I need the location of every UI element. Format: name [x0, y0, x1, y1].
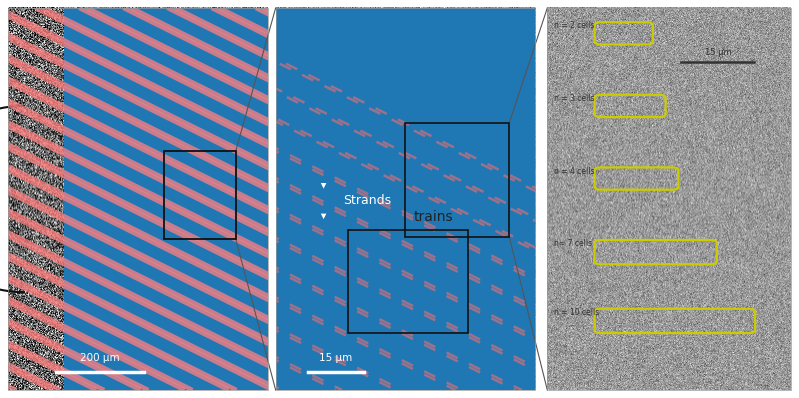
Text: 200 μm: 200 μm [80, 353, 120, 363]
Text: trains: trains [414, 210, 454, 224]
Bar [547, 8, 791, 390]
Text: 15 μm: 15 μm [705, 48, 731, 57]
Bar [164, 151, 236, 239]
Text: n = 3 cells: n = 3 cells [554, 94, 594, 103]
Bar [276, 8, 535, 390]
Text: 15 μm: 15 μm [319, 353, 352, 363]
Bar [348, 230, 468, 333]
Text: n = 4 cells: n = 4 cells [554, 167, 594, 176]
Bar [8, 8, 268, 390]
Text: n≈ 7 cells: n≈ 7 cells [554, 239, 592, 248]
Bar [8, 8, 268, 390]
Text: n = 10 cells: n = 10 cells [554, 308, 599, 317]
Bar [405, 123, 510, 237]
Text: Strands: Strands [344, 194, 392, 207]
Bar [276, 8, 535, 390]
Text: n = 2 cells: n = 2 cells [554, 21, 594, 30]
